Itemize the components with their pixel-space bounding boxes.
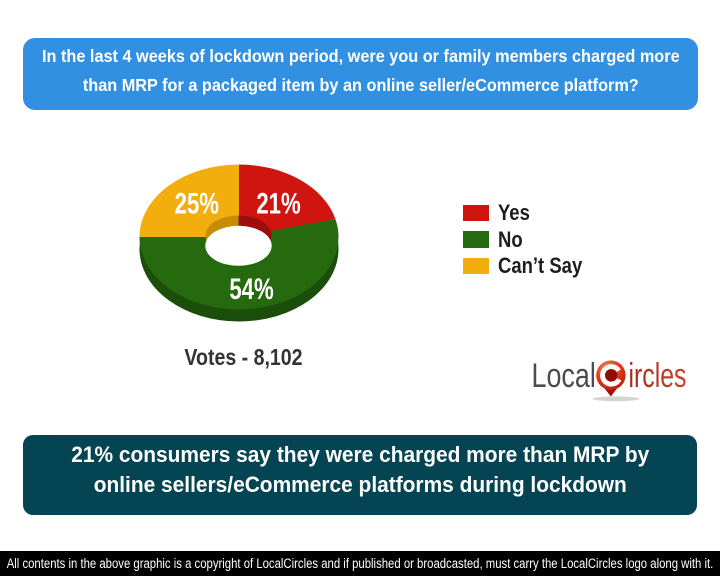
svg-text:21%: 21% <box>256 186 300 220</box>
svg-text:25%: 25% <box>175 186 219 220</box>
svg-text:54%: 54% <box>229 272 273 306</box>
svg-text:Local: Local <box>532 356 596 395</box>
svg-text:ircles: ircles <box>629 357 687 395</box>
